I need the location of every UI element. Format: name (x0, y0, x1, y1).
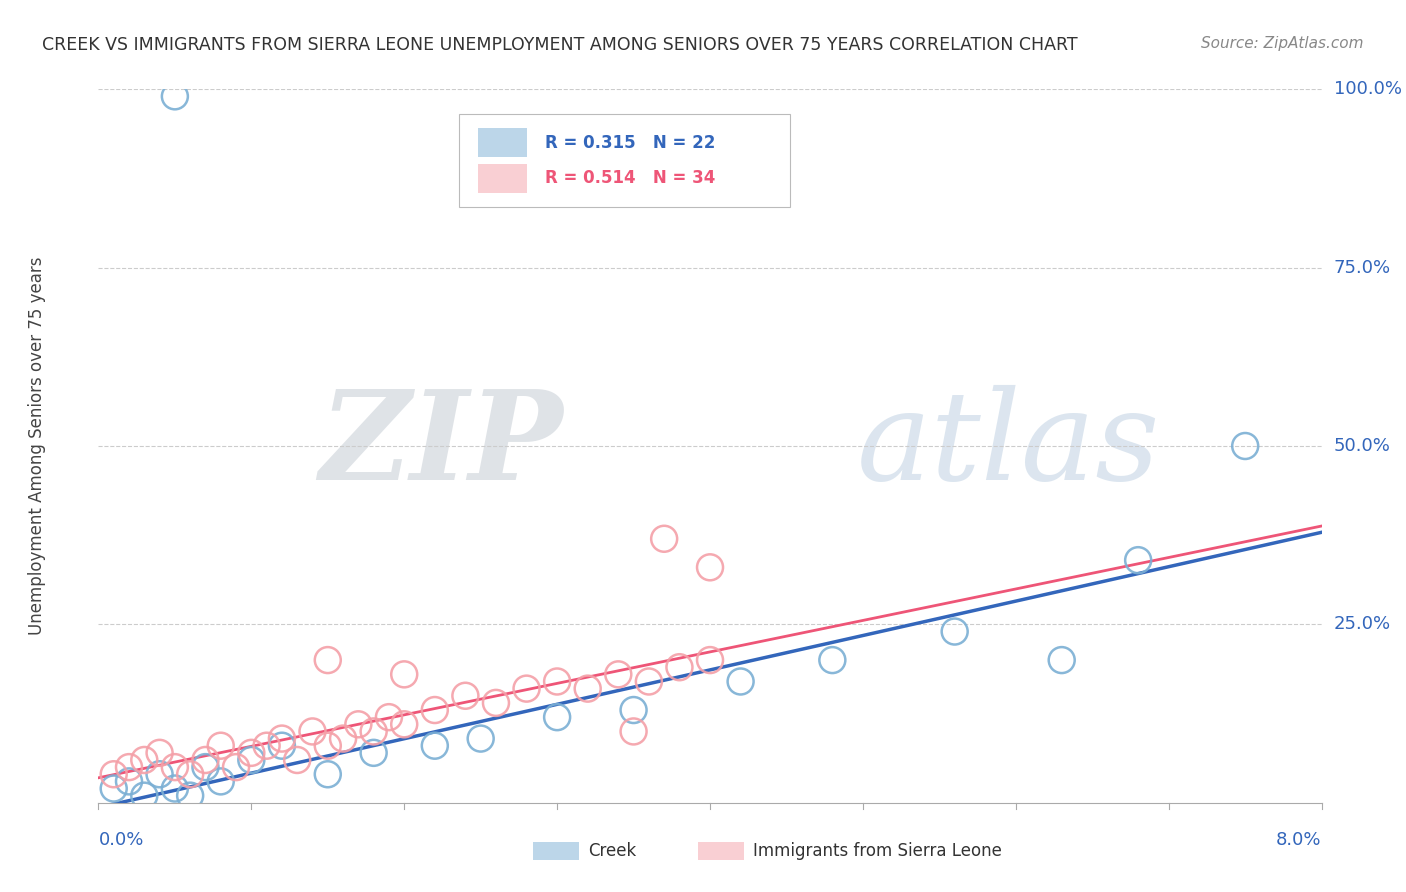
Point (134, 753, 156, 767)
Text: 0.0%: 0.0% (98, 831, 143, 849)
Point (332, 731, 354, 746)
Point (256, 739, 278, 753)
Point (179, 767, 201, 781)
Text: Immigrants from Sierra Leone: Immigrants from Sierra Leone (752, 842, 1001, 860)
Point (668, 660, 690, 674)
Point (423, 739, 446, 753)
Point (240, 753, 263, 767)
Point (163, 89, 186, 103)
Point (470, 731, 492, 746)
Point (118, 774, 141, 789)
Point (730, 674, 752, 689)
Point (363, 746, 385, 760)
Point (225, 760, 247, 774)
Text: Creek: Creek (588, 842, 636, 860)
Text: 50.0%: 50.0% (1334, 437, 1391, 455)
Point (378, 710, 401, 724)
Point (209, 774, 232, 789)
Bar (533, 842, 579, 860)
Bar (478, 164, 526, 193)
Point (347, 717, 370, 731)
Point (607, 667, 630, 681)
Point (637, 674, 661, 689)
Bar (697, 842, 744, 860)
Point (623, 703, 645, 717)
Point (118, 760, 141, 774)
Point (576, 681, 599, 696)
Point (699, 560, 721, 574)
Point (134, 789, 156, 803)
Text: 8.0%: 8.0% (1277, 831, 1322, 849)
Point (392, 667, 416, 681)
Point (240, 746, 263, 760)
Point (316, 767, 339, 781)
Point (163, 781, 186, 796)
FancyBboxPatch shape (460, 114, 790, 207)
Text: 75.0%: 75.0% (1334, 259, 1391, 277)
Bar (478, 128, 526, 157)
Point (194, 760, 217, 774)
Point (285, 753, 308, 767)
Point (103, 781, 125, 796)
Point (699, 653, 721, 667)
Text: R = 0.315   N = 22: R = 0.315 N = 22 (546, 134, 716, 152)
Point (943, 624, 966, 639)
Text: ZIP: ZIP (319, 385, 564, 507)
Point (103, 767, 125, 781)
Text: atlas: atlas (856, 385, 1160, 507)
Point (546, 674, 568, 689)
Text: CREEK VS IMMIGRANTS FROM SIERRA LEONE UNEMPLOYMENT AMONG SENIORS OVER 75 YEARS C: CREEK VS IMMIGRANTS FROM SIERRA LEONE UN… (42, 36, 1078, 54)
Point (179, 789, 201, 803)
Text: Unemployment Among Seniors over 75 years: Unemployment Among Seniors over 75 years (28, 257, 46, 635)
Point (316, 739, 339, 753)
Point (270, 731, 294, 746)
Point (316, 653, 339, 667)
Point (149, 767, 172, 781)
Text: R = 0.514   N = 34: R = 0.514 N = 34 (546, 169, 716, 187)
Point (623, 724, 645, 739)
Point (454, 689, 477, 703)
Point (485, 696, 508, 710)
Point (209, 739, 232, 753)
Point (270, 739, 294, 753)
Text: Source: ZipAtlas.com: Source: ZipAtlas.com (1201, 36, 1364, 51)
Point (652, 532, 675, 546)
Point (1128, 553, 1150, 567)
Point (194, 753, 217, 767)
Point (516, 681, 538, 696)
Text: 25.0%: 25.0% (1334, 615, 1391, 633)
Point (546, 710, 568, 724)
Point (363, 724, 385, 739)
Text: 100.0%: 100.0% (1334, 80, 1402, 98)
Point (821, 653, 844, 667)
Point (163, 760, 186, 774)
Point (149, 746, 172, 760)
Point (301, 724, 323, 739)
Point (392, 717, 416, 731)
Point (1050, 653, 1073, 667)
Point (1234, 439, 1257, 453)
Point (423, 703, 446, 717)
